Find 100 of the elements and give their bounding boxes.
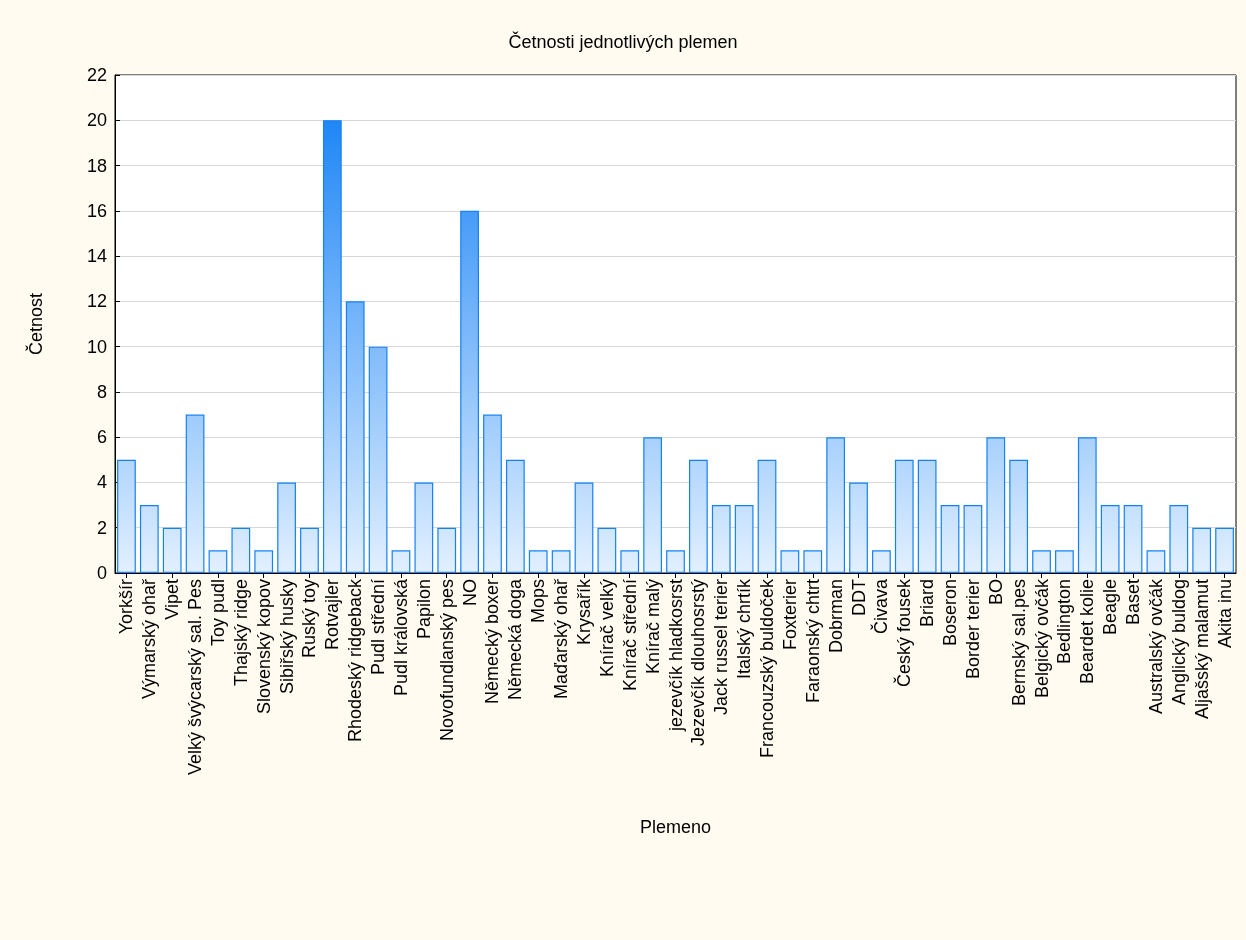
y-tick-label: 12 [86, 291, 107, 312]
y-tick-label: 16 [86, 200, 107, 221]
x-tick-label: Německá doga [505, 578, 526, 701]
x-tick-label: Faraonský chtrt [802, 579, 823, 704]
x-tick-label: Yorkšír [116, 579, 137, 635]
x-tick-label: Maďarský ohař [551, 578, 572, 700]
x-tick-label: Čivava [870, 578, 892, 635]
x-tick-label: Jack russel terier [711, 579, 732, 716]
x-tick-label: Baset [1123, 579, 1144, 626]
y-tick-label: 22 [86, 65, 107, 85]
x-tick-label: Rhodeský ridgeback [345, 578, 366, 743]
x-tick-label: Rotvajler [322, 579, 343, 651]
bar [117, 459, 136, 573]
x-tick-label: Boseron [940, 579, 961, 647]
x-tick-label: Bernský sal.pes [1008, 579, 1029, 707]
x-tick-label: Německý boxer [482, 579, 503, 705]
x-tick-label: Beagle [1100, 579, 1121, 636]
x-tick-label: Aljašský malamut [1191, 579, 1212, 720]
bar [391, 550, 411, 573]
x-tick-label: NO [459, 579, 480, 606]
x-tick-label: Francouzský buldoček [757, 578, 778, 759]
x-tick-label: Bedlington [1054, 579, 1075, 665]
x-tick-label: Český fousek [893, 578, 915, 688]
x-tick-label: Sibiřský husky [276, 579, 297, 695]
x-tick-label: Výmarský ohař [139, 578, 160, 700]
bar [826, 437, 846, 573]
x-tick-label: BO [985, 579, 1006, 606]
y-tick-label: 20 [86, 110, 107, 131]
x-tick-label: Toy pudl [207, 579, 228, 647]
bar [254, 550, 274, 573]
bar [689, 459, 708, 573]
x-tick-label: Foxterier [779, 578, 800, 651]
bar [528, 550, 548, 573]
y-tick-label: 8 [96, 381, 107, 402]
y-tick-label: 10 [86, 336, 107, 357]
bar [894, 459, 914, 573]
bar [1077, 437, 1097, 573]
bar [231, 527, 251, 573]
x-tick-label: Pudl střední [368, 579, 389, 676]
x-tick-label: Akita inu [1214, 579, 1235, 649]
x-tick-label: Velký švýcarský sal. Pes [185, 579, 206, 776]
bar [368, 346, 388, 573]
bar [986, 437, 1006, 573]
x-tick-label: Novofundlanský pes [436, 579, 457, 742]
x-tick-label: Dobrman [825, 579, 846, 654]
bar [666, 550, 685, 573]
x-tick-label: Beardet kolie [1077, 579, 1098, 685]
bar [1100, 505, 1120, 573]
y-tick-label: 4 [96, 472, 107, 493]
x-tick-label: jezevčík hladkosrst [665, 579, 686, 733]
x-tick-label: Slovenský kopov [253, 579, 274, 715]
bar [597, 527, 617, 573]
x-tick-label: DDT [848, 579, 869, 616]
bar [1146, 550, 1166, 573]
x-tick-label: Briard [917, 579, 938, 628]
x-tick-label: Jezevčík dlouhosrstý [688, 579, 709, 747]
bar [620, 550, 640, 573]
bar [940, 505, 960, 573]
bar [803, 550, 823, 573]
bar [849, 482, 868, 573]
bar [917, 459, 937, 573]
bar [162, 527, 182, 573]
x-tick-label: Australský ovčák [1145, 578, 1166, 715]
bar [322, 120, 342, 573]
x-tick-label: Italský chrtík [734, 578, 755, 680]
x-tick-label: Papilon [413, 579, 434, 640]
bar [437, 527, 457, 573]
bar [780, 550, 800, 573]
bar [1032, 550, 1051, 573]
y-tick-label: 2 [96, 517, 107, 538]
bar [414, 482, 434, 573]
bar [185, 414, 205, 573]
bar [139, 505, 159, 573]
bar [345, 301, 365, 573]
bar [574, 482, 594, 573]
x-tick-label: Pudl královská [390, 578, 411, 697]
x-tick-label: Belgický ovčák [1031, 578, 1052, 699]
bar [1192, 527, 1212, 573]
x-tick-label: Knírač malý [642, 579, 663, 675]
y-tick-label: 14 [86, 246, 107, 267]
bar [1009, 459, 1029, 573]
x-tick-label: Border terier [962, 579, 983, 680]
y-tick-label: 6 [96, 427, 107, 448]
x-tick-label: Knírač střední [619, 579, 640, 692]
bar [711, 505, 731, 573]
bar [643, 437, 662, 573]
x-tick-label: Mops [528, 579, 549, 624]
x-tick-label: Knírač velký [596, 579, 617, 678]
x-tick-label: Vipet [162, 579, 183, 620]
x-tick-label: Thajský ridge [230, 579, 251, 687]
x-tick-label: Krysařík [573, 578, 594, 646]
bar [1215, 527, 1234, 573]
bar [460, 210, 479, 573]
bar [757, 459, 777, 573]
bar [551, 550, 571, 573]
bar [1169, 505, 1189, 573]
y-tick-label: 18 [86, 155, 107, 176]
x-axis-title: Plemeno [639, 817, 712, 837]
bar [208, 550, 228, 573]
x-tick-label: Ruský toy [299, 579, 320, 659]
